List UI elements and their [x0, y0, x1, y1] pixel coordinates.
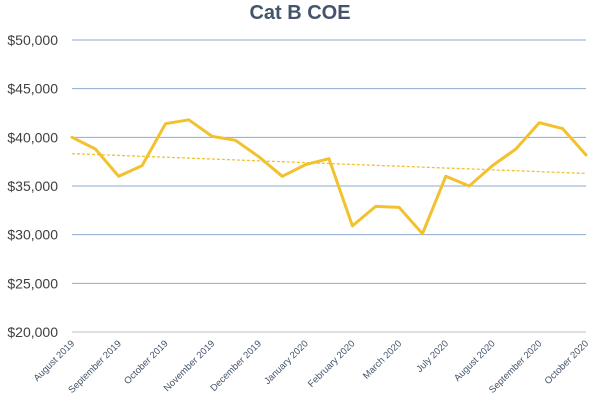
series [70, 118, 588, 236]
data-point [164, 122, 167, 125]
data-point [351, 224, 354, 228]
trendline [71, 152, 587, 175]
x-tick-label: October 2019 [122, 338, 170, 386]
y-tick-label: $40,000 [7, 129, 58, 145]
y-tick-label: $50,000 [7, 32, 58, 48]
data-point [140, 164, 144, 167]
y-tick-label: $30,000 [7, 227, 58, 243]
gridlines [72, 39, 586, 333]
y-tick-label: $35,000 [7, 178, 58, 194]
data-point [281, 175, 284, 178]
trendline-line [71, 152, 587, 175]
x-tick-label: October 2020 [543, 338, 591, 386]
x-tick-label: January 2020 [262, 338, 310, 386]
data-point [467, 184, 471, 188]
y-tick-label: $20,000 [7, 324, 58, 340]
x-tick-label: February 2020 [306, 338, 357, 389]
y-tick-label: $45,000 [7, 81, 58, 97]
data-point [234, 139, 237, 142]
y-tick-label: $25,000 [7, 275, 58, 291]
data-point [538, 121, 541, 124]
data-point [374, 205, 377, 208]
data-point [397, 206, 401, 209]
data-point [444, 175, 448, 178]
data-point [94, 147, 97, 151]
data-point [327, 157, 331, 160]
x-tick-label: March 2020 [361, 338, 404, 381]
data-point [584, 153, 588, 157]
data-point [561, 127, 564, 130]
data-point [421, 232, 424, 235]
y-axis-ticks: $20,000 $25,000 $30,000 $35,000 $40,000 $45,0… [7, 32, 58, 340]
data-point [210, 135, 214, 138]
x-tick-label: August 2019 [32, 338, 78, 384]
data-point [491, 164, 494, 167]
data-point [187, 118, 191, 122]
x-tick-label: July 2020 [414, 338, 451, 375]
x-tick-label: December 2019 [208, 338, 264, 394]
data-point [514, 147, 518, 151]
x-tick-label: August 2020 [452, 338, 498, 384]
data-point [70, 136, 74, 139]
data-point [257, 155, 261, 158]
data-point [304, 163, 307, 166]
data-point [117, 175, 120, 178]
chart-title: Cat B COE [249, 2, 351, 24]
